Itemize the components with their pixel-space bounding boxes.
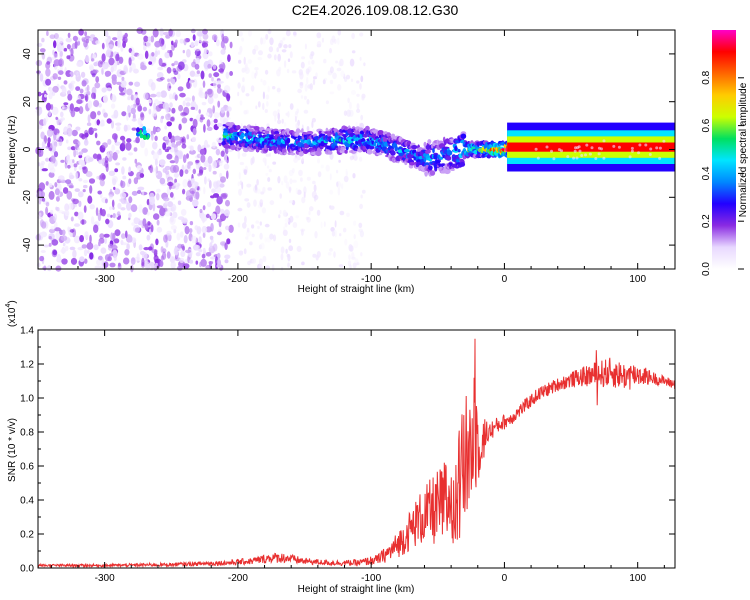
heatmap-y-tick-label: -20 <box>22 190 33 205</box>
snr-x-tick-label: -300 <box>95 573 115 584</box>
snr-x-axis-label: Height of straight line (km) <box>298 584 415 595</box>
snr-line-panel <box>37 338 676 569</box>
colorbar-tick-label: 0.0 <box>701 262 712 276</box>
heatmap-x-tick-label: 100 <box>629 274 646 285</box>
snr-x-tick-label: 0 <box>502 573 508 584</box>
heatmap-y-tick-label: 20 <box>22 96 33 108</box>
heatmap-y-tick-label: 0 <box>22 146 33 152</box>
chart-title: C2E4.2026.109.08.12.G30 <box>291 2 459 18</box>
snr-y-tick-label: 1.2 <box>20 360 34 371</box>
heatmap-x-tick-label: 0 <box>502 274 508 285</box>
snr-scale-prefix: (x10 <box>7 307 18 327</box>
colorbar: 0.0 0.2 0.4 0.6 0.8 <box>701 30 744 276</box>
heatmap-sparse-noise <box>237 28 366 272</box>
snr-x-tick-label: -200 <box>228 573 248 584</box>
heatmap-panel <box>35 27 675 273</box>
snr-y-tick-label: 0.0 <box>20 564 34 575</box>
snr-y-tick-label: 1.0 <box>20 394 34 405</box>
heatmap-x-axis-label: Height of straight line (km) <box>298 284 415 295</box>
snr-y-tick-label: 0.8 <box>20 428 34 439</box>
snr-x-tick-label: -100 <box>361 573 381 584</box>
svg-text:(x104): (x104) <box>5 300 18 327</box>
colorbar-tick-label: 0.6 <box>701 118 712 132</box>
heatmap-x-tick-label: -300 <box>95 274 115 285</box>
snr-y-tick-label: 0.4 <box>20 496 34 507</box>
snr-scale-exponent: 4 <box>5 304 12 308</box>
snr-y-tick-label: 0.6 <box>20 462 34 473</box>
snr-y-tick-label: 1.4 <box>20 326 34 337</box>
snr-y-axis-label: SNR (10 * v/v) <box>7 418 18 482</box>
snr-x-tick-label: 100 <box>629 573 646 584</box>
colorbar-tick-label: 0.8 <box>701 70 712 84</box>
heatmap-broadband-noise <box>35 27 234 273</box>
heatmap-x-tick-label: -100 <box>361 274 381 285</box>
heatmap-x-tick-label: -200 <box>228 274 248 285</box>
heatmap-signal-track <box>136 122 513 177</box>
colorbar-tick-label: 0.2 <box>701 214 712 228</box>
colorbar-label: Normalized spectral amplitude <box>738 82 749 217</box>
colorbar-gradient <box>712 30 736 269</box>
heatmap-y-tick-label: -40 <box>22 237 33 252</box>
heatmap-strong-line <box>507 122 675 172</box>
heatmap-y-axis-label: Frequency (Hz) <box>7 116 18 185</box>
heatmap-y-tick-label: 40 <box>22 48 33 60</box>
snr-series-line <box>37 338 676 569</box>
snr-axes: -300 -200 -100 0 100 0.0 0.2 0.4 0.6 0.8 1.0 1.2 1.4 <box>20 326 675 584</box>
snr-y-tick-label: 0.2 <box>20 530 34 541</box>
snr-plot-background <box>38 330 675 568</box>
colorbar-tick-label: 0.4 <box>701 166 712 180</box>
snr-scale-factor: (x104) <box>5 300 18 327</box>
